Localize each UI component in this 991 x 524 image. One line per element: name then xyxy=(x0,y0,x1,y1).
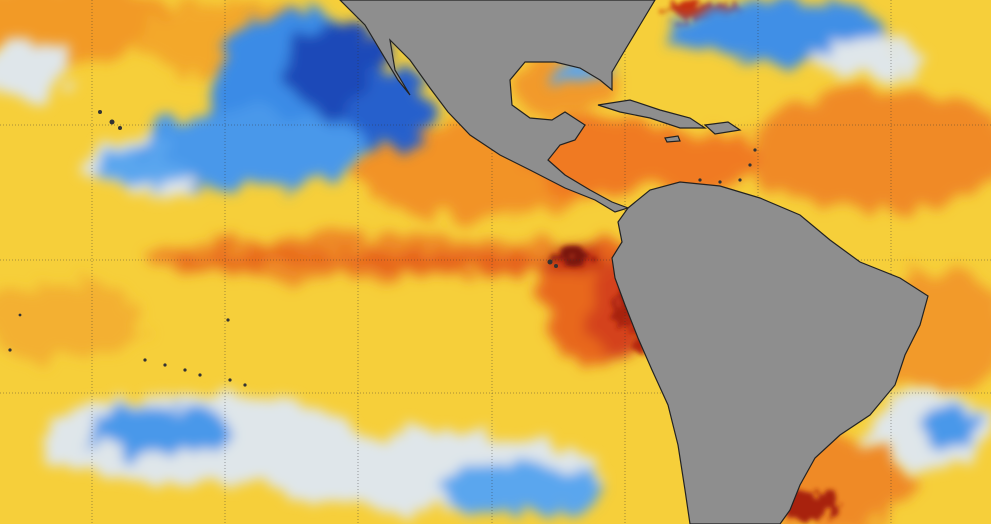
map-shape xyxy=(0,40,70,100)
land xyxy=(339,0,929,524)
map-shape xyxy=(753,148,757,152)
jamaica xyxy=(664,135,681,143)
map-shape xyxy=(18,313,22,317)
map-shape xyxy=(748,163,752,167)
map-shape xyxy=(109,119,115,125)
map-shape xyxy=(440,465,600,515)
map-shape xyxy=(228,378,232,382)
cuba xyxy=(597,99,707,129)
map-shape xyxy=(90,150,190,190)
islands xyxy=(8,110,757,387)
map-shape xyxy=(350,65,430,155)
map-shape xyxy=(183,368,187,372)
map-shape xyxy=(163,363,167,367)
map-shape xyxy=(90,405,230,455)
map-shape xyxy=(118,126,122,130)
map-shape xyxy=(670,0,890,60)
map-shape xyxy=(140,110,360,190)
map-shape xyxy=(0,280,140,360)
map-shape xyxy=(820,40,920,80)
map-shape xyxy=(226,318,230,322)
map-shape xyxy=(370,252,570,272)
map-shape xyxy=(600,130,760,190)
map-shape xyxy=(8,348,12,352)
map-shape xyxy=(750,90,991,210)
hispaniola xyxy=(703,121,742,135)
map-shape xyxy=(920,405,980,445)
map-shape xyxy=(198,373,202,377)
map-shape xyxy=(180,249,420,267)
map-shape xyxy=(718,180,722,184)
map-shape xyxy=(738,178,742,182)
map-shape xyxy=(554,264,558,268)
map-shape xyxy=(98,110,102,114)
map-shape xyxy=(243,383,247,387)
map-shape xyxy=(547,259,553,265)
map-shape xyxy=(143,358,147,362)
north-america xyxy=(339,0,656,213)
map-shape xyxy=(554,250,590,266)
south-america xyxy=(611,181,929,524)
map-shape xyxy=(698,178,702,182)
